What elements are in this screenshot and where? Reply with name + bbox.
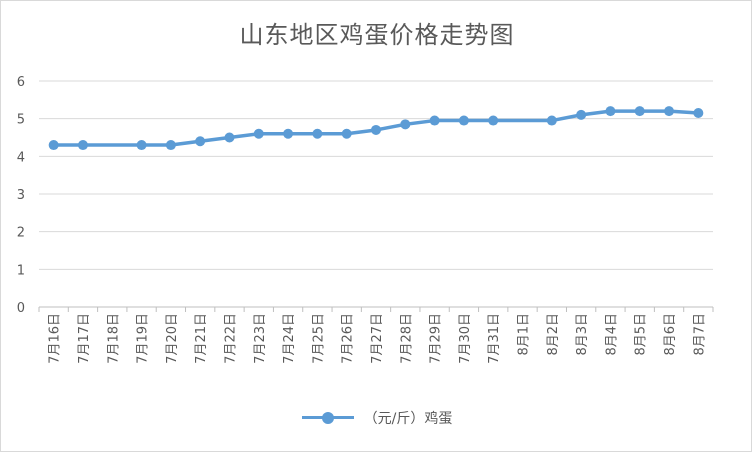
data-point: [283, 129, 293, 139]
x-tick-label: 7月23日: [253, 313, 268, 364]
x-tick-label: 8月7日: [692, 313, 707, 356]
x-tick-label: 8月4日: [604, 313, 619, 356]
legend-swatch: [302, 412, 354, 424]
x-tick-label: 7月27日: [370, 313, 385, 364]
x-tick-label: 7月30日: [458, 313, 473, 364]
x-tick-label: 7月31日: [487, 313, 502, 364]
x-tick-label: 7月24日: [282, 313, 297, 364]
x-tick-label: 7月17日: [77, 313, 92, 364]
x-tick-label: 8月3日: [575, 313, 590, 356]
y-tick-label: 1: [17, 263, 25, 278]
data-point: [459, 116, 469, 126]
data-point: [342, 129, 352, 139]
data-point: [195, 136, 205, 146]
series-layer: [49, 106, 704, 150]
data-point: [166, 140, 176, 150]
data-point: [224, 133, 234, 143]
x-tick-label: 7月29日: [429, 313, 444, 364]
y-tick-label: 4: [17, 150, 25, 165]
y-tick-label: 5: [17, 113, 25, 128]
x-tick-label: 7月21日: [194, 313, 209, 364]
data-point: [137, 140, 147, 150]
data-point: [254, 129, 264, 139]
x-tick-label: 8月5日: [634, 313, 649, 356]
x-axis-ticks: 7月16日 7月17日 7月18日 7月19日 7月20日 7月21日 7月22日 7月23日…: [48, 313, 708, 364]
data-point: [488, 116, 498, 126]
data-point: [430, 116, 440, 126]
legend-label: （元/斤）鸡蛋: [364, 411, 453, 427]
x-tick-label: 7月22日: [223, 313, 238, 364]
data-point: [635, 106, 645, 116]
x-tick-label: 7月25日: [311, 313, 326, 364]
x-tick-label: 8月2日: [546, 313, 561, 356]
data-point: [78, 140, 88, 150]
data-point: [547, 116, 557, 126]
x-tick-label: 7月26日: [341, 313, 356, 364]
data-point: [693, 108, 703, 118]
data-point: [576, 110, 586, 120]
data-point: [312, 129, 322, 139]
data-point: [605, 106, 615, 116]
x-tick-label: 7月18日: [106, 313, 121, 364]
y-tick-label: 2: [17, 226, 25, 241]
data-point: [664, 106, 674, 116]
x-tick-label: 8月1日: [517, 313, 532, 356]
data-point: [371, 125, 381, 135]
legend: （元/斤）鸡蛋: [1, 408, 752, 428]
data-point: [400, 119, 410, 129]
data-point: [49, 140, 59, 150]
x-tick-label: 7月20日: [165, 313, 180, 364]
y-axis-ticks: 0 1 2 3 4 5 6: [17, 75, 25, 316]
y-tick-label: 6: [17, 75, 25, 90]
x-tick-label: 7月19日: [136, 313, 151, 364]
x-tick-label: 8月6日: [663, 313, 678, 356]
x-tick-label: 7月28日: [399, 313, 414, 364]
x-tick-label: 7月16日: [48, 313, 63, 364]
y-tick-label: 0: [17, 301, 25, 316]
y-tick-label: 3: [17, 188, 25, 203]
